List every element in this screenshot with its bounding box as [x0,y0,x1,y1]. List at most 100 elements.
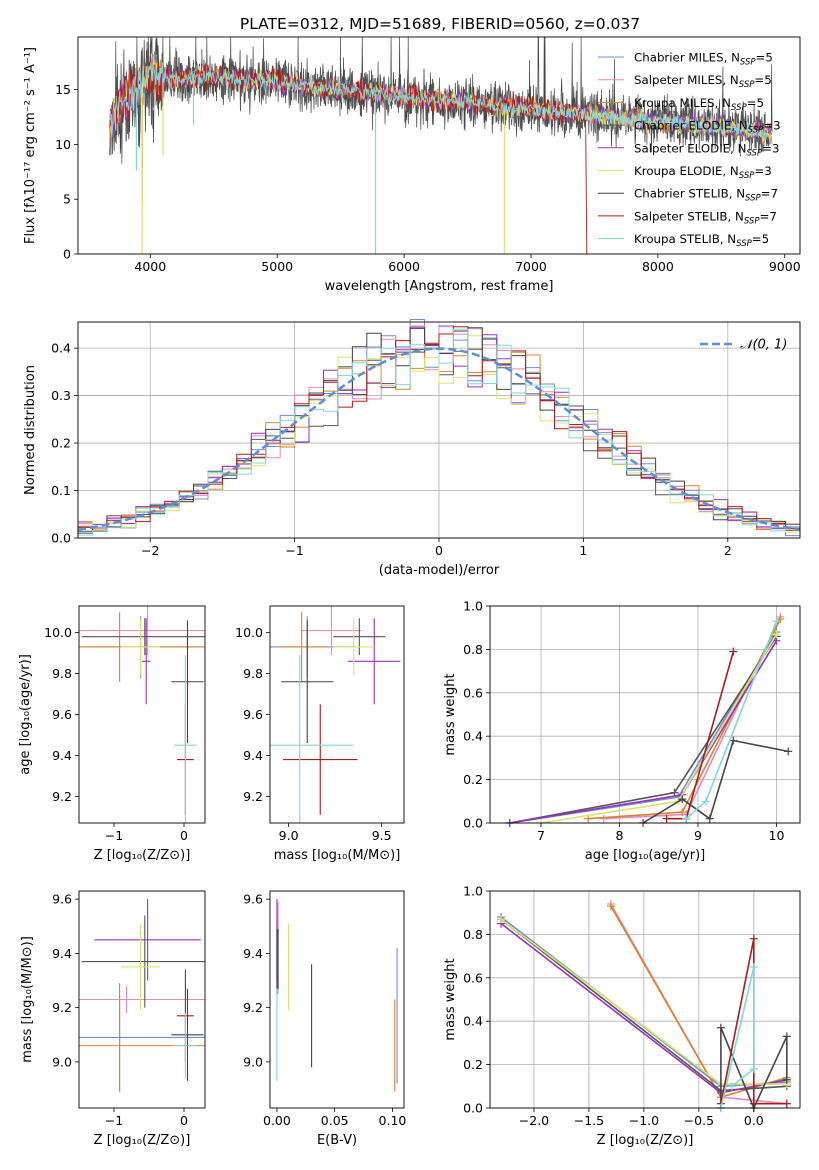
x-tick-label: −1.5 [574,1113,604,1128]
x-tick-label: 7 [537,828,545,843]
marker-point [716,1023,725,1032]
x-tick-label: −2.0 [519,1113,549,1128]
y-tick-label: 9.4 [52,748,72,763]
x-tick-label: −0.5 [684,1113,714,1128]
spectrum-line-8 [109,61,769,141]
axes-frame [489,605,801,824]
marker-point [784,747,793,756]
x-axis-label: E(B-V) [317,1133,357,1148]
y-tick-label: 0.3 [51,388,71,403]
errorbar-point-6 [171,988,204,1081]
x-axis-label: Z [log₁₀(Z/Z⊙)] [94,1133,191,1148]
marker-point [749,1099,758,1108]
x-axis-label: wavelength [Angstrom, rest frame] [325,279,554,294]
x-tick-label: 8000 [642,259,674,274]
legend-label-subscript: SSP [746,148,762,158]
legend-label-suffix: =3 [763,119,780,133]
legend-entry: Kroupa ELODIE, NSSP=3 [598,164,772,181]
x-tick-label: 9 [694,828,702,843]
mass-weight-series-0 [509,631,778,824]
y-tick-label: 9.8 [243,666,263,681]
y-tick-label: 10 [55,137,71,152]
legend-label-suffix: =7 [761,187,778,201]
panel-age-vs-Z: −1 0 9.2 9.4 9.6 9.8 10.0 Z [log₁₀(Z/Z⊙)] age [l… [18,605,206,863]
x-tick-label: 9.5 [372,828,392,843]
errorbar-point-4 [94,899,201,981]
legend-label-subscript: SSP [739,80,755,90]
marker-point [782,1032,791,1041]
legend-label: Kroupa MILES, NSSP=5 [634,96,764,113]
panel-spectrum: 4000 5000 6000 7000 8000 9000 0 5 10 15 wavelength… [23,36,801,294]
x-axis-label: Z [log₁₀(Z/Z⊙)] [94,848,191,863]
y-tick-label: 9.0 [52,1054,72,1069]
legend-label-subscript: SSP [731,103,747,113]
marker-point [496,915,505,924]
plot-area [77,319,801,538]
errorbar-point-5 [121,618,161,676]
marker-point [682,814,691,823]
legend-label-text: Kroupa ELODIE, N [634,164,739,178]
y-tick-label: 0.0 [51,531,71,546]
normal-curve [77,347,801,531]
chart-title: PLATE=0312, MJD=51689, FIBERID=0560, z=0… [240,15,640,33]
x-tick-label: 10 [769,828,785,843]
plot-area [505,612,793,827]
legend-label-suffix: =3 [762,141,779,155]
mass-weight-series-2 [588,618,782,820]
x-tick-label: −1 [285,543,303,558]
axes-frame [489,890,801,1109]
y-tick-label: 10.0 [235,625,263,640]
marker-point [606,902,615,911]
legend-label-text: Chabrier MILES, N [634,51,740,65]
y-tick-label: 9.2 [52,789,72,804]
y-tick-label: 0.8 [463,642,483,657]
legend-label-subscript: SSP [745,194,761,204]
panel-age-vs-mass: 9.0 9.5 9.2 9.4 9.6 9.8 10.0 mass [log₁₀(M/M⊙)] [235,605,405,863]
marker-point [749,962,758,971]
y-tick-label: 0.8 [463,927,483,942]
panel-residual-histogram: −2 −1 0 1 2 0.0 0.1 0.2 0.3 0.4 (data-model)/error… [23,319,801,578]
errorbar-point-8 [174,655,197,823]
y-tick-label: 9.4 [243,946,263,961]
y-tick-label: 10.0 [44,625,72,640]
marker-point [701,797,710,806]
legend-entry: Kroupa MILES, NSSP=5 [598,96,764,113]
y-tick-label: 0.0 [463,1101,483,1116]
x-tick-label: 0.00 [263,1113,291,1128]
panel-mass-vs-EBV: 0.00 0.05 0.10 9.0 9.2 9.4 9.6 E(B-V) [243,890,406,1148]
y-tick-label: 9.4 [52,946,72,961]
x-axis-label: age [log₁₀(age/yr)] [585,848,706,863]
x-axis-label: (data-model)/error [379,563,500,578]
legend-label: 𝒩(0, 1) [740,338,787,353]
legend-label: Kroupa STELIB, NSSP=5 [634,232,769,249]
x-tick-label: −2 [141,543,159,558]
y-tick-label: 9.8 [52,666,72,681]
x-tick-label: 2 [724,543,732,558]
marker-point [782,1075,791,1084]
marker-point [749,1064,758,1073]
legend-entry: Salpeter ELODIE, NSSP=3 [598,141,779,158]
x-tick-label: −1.0 [629,1113,659,1128]
y-tick-label: 9.2 [52,1000,72,1015]
marker-point [749,934,758,943]
plot-area [270,606,401,823]
y-tick-label: 0.2 [463,1057,483,1072]
x-axis-label: mass [log₁₀(M/M⊙)] [274,848,401,863]
legend-label-text: Chabrier ELODIE, N [634,119,748,133]
y-tick-label: 0 [63,247,71,262]
marker-point [678,808,687,817]
legend-label-suffix: =5 [754,73,771,87]
errorbar-point-1 [79,985,205,1014]
errorbar-point-8 [174,1013,197,1079]
y-tick-label: 15 [55,82,71,97]
y-tick-label: 9.6 [52,707,72,722]
x-tick-label: −1 [105,1113,123,1128]
panel-mass-vs-Z: −1 0 9.0 9.2 9.4 9.6 Z [log₁₀(Z/Z⊙)] mass [log₁… [20,890,206,1148]
y-tick-label: 9.6 [243,707,263,722]
mass-weight-series-3 [509,635,778,824]
legend-entry: Chabrier STELIB, NSSP=7 [598,187,778,204]
errorbar-point-4 [142,618,151,705]
legend-label-suffix: =3 [754,164,771,178]
y-tick-label: 9.0 [243,1054,263,1069]
legend-label-text: Salpeter STELIB, N [634,209,744,223]
